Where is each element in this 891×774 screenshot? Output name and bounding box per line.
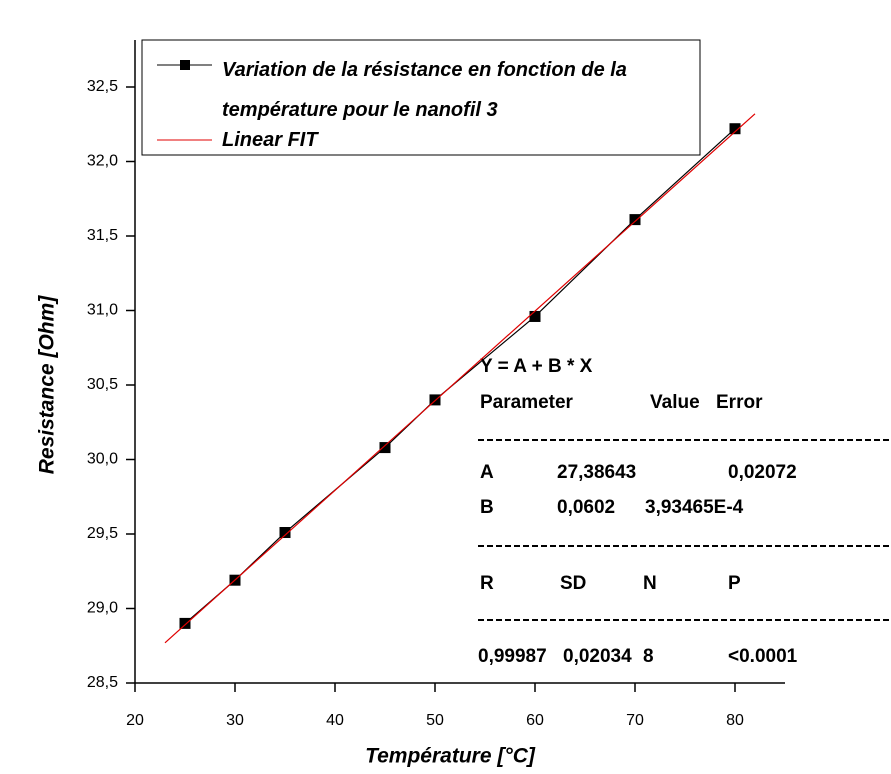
fit-equation: Y = A + B * X [480,356,593,377]
y-axis-label: Resistance [Ohm] [36,295,59,475]
y-tick-label: 29,5 [87,525,118,542]
stats-cell: <0.0001 [728,646,798,667]
y-tick-label: 31,0 [87,302,118,319]
x-axis-label: Température [°C] [365,745,536,768]
data-point [729,123,741,135]
legend-box [141,39,701,156]
stats-header: SD [560,573,586,594]
fit-header: Error [716,392,763,413]
x-tick-label: 60 [526,712,544,729]
series-line [164,113,756,644]
x-tick-label: 50 [426,712,444,729]
x-tick-label: 40 [326,712,344,729]
stats-cell: 0,99987 [478,646,547,667]
fit-header: Value [650,392,700,413]
data-point [429,394,441,406]
fit-cell: A [480,462,494,483]
y-tick-label: 28,5 [87,674,118,691]
fit-cell: 0,0602 [557,497,615,518]
fit-cell: 0,02072 [728,462,797,483]
fit-header: Parameter [480,392,574,413]
data-point [529,310,541,322]
stats-header: N [643,573,657,594]
stats-cell: 0,02034 [563,646,632,667]
data-point [279,527,291,539]
y-tick-label: 32,5 [87,78,118,95]
legend-label: Linear FIT [222,129,318,151]
x-tick-label: 80 [726,712,744,729]
stats-header: R [480,573,494,594]
fit-cell: 27,38643 [557,462,636,483]
stats-cell: 8 [643,646,654,667]
y-tick-label: 31,5 [87,227,118,244]
y-tick-label: 30,0 [87,451,118,468]
fit-cell: 3,93465E-4 [645,497,744,518]
x-tick-label: 20 [126,712,144,729]
data-point [629,214,641,226]
legend-marker [180,60,190,70]
y-tick-label: 30,5 [87,376,118,393]
series-line [184,128,736,624]
y-tick-label: 29,0 [87,600,118,617]
data-point [379,442,391,454]
legend-label: Variation de la résistance en fonction d… [222,59,627,121]
y-tick-label: 32,0 [87,153,118,170]
fit-cell: B [480,497,494,518]
stats-header: P [728,573,741,594]
x-tick-label: 70 [626,712,644,729]
x-tick-label: 30 [226,712,244,729]
data-point [179,617,191,629]
